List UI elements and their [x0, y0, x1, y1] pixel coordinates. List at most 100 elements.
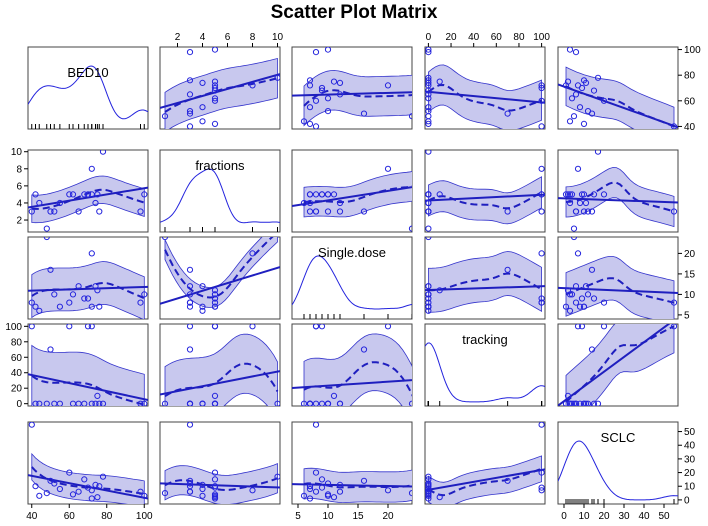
loess-smooth	[31, 281, 145, 300]
data-point	[570, 400, 578, 406]
data-point	[590, 191, 598, 198]
panel-bed10-vs-single-dose	[291, 46, 420, 130]
linear-fit	[160, 370, 280, 396]
data-point	[324, 95, 332, 102]
data-point	[425, 47, 432, 53]
data-point	[324, 492, 332, 499]
data-point	[137, 488, 144, 495]
data-point	[141, 191, 148, 198]
data-point	[436, 78, 443, 85]
data-point	[425, 295, 432, 302]
data-point	[670, 123, 678, 129]
linear-fit	[160, 73, 280, 109]
data-point	[415, 75, 420, 80]
x-tick-label: 20	[598, 511, 610, 522]
data-point	[572, 400, 580, 406]
data-point	[94, 494, 101, 501]
panel-sclc-vs-single-dose	[291, 421, 413, 505]
confidence-band	[164, 463, 278, 504]
data-point	[249, 82, 256, 89]
data-point	[211, 95, 219, 102]
data-point	[306, 104, 314, 111]
linear-fit	[425, 285, 545, 292]
data-point	[562, 303, 570, 310]
y-tick-label: 40	[11, 368, 23, 379]
data-point	[249, 250, 256, 257]
linear-fit	[425, 468, 545, 492]
x-tick-label: 40	[638, 511, 650, 522]
data-point	[88, 303, 95, 310]
data-point	[88, 250, 95, 257]
data-point	[425, 199, 432, 207]
data-point	[574, 82, 582, 89]
data-point	[186, 480, 194, 487]
data-point	[570, 237, 578, 241]
data-point	[186, 488, 194, 495]
variable-label-bed10: BED10	[67, 65, 108, 80]
data-point	[43, 490, 50, 497]
x-tick-label: 15	[352, 511, 364, 522]
y-tick-label: 0	[684, 495, 690, 506]
data-point	[249, 487, 256, 494]
loess-smooth	[31, 188, 145, 210]
data-point	[186, 91, 194, 98]
data-point	[36, 307, 43, 314]
data-point	[211, 299, 219, 306]
data-point	[336, 199, 344, 207]
variable-label-tracking: tracking	[462, 332, 508, 347]
y-tick-label: 60	[684, 96, 696, 107]
density-curve	[160, 168, 280, 224]
x-tick-label: 10	[578, 511, 590, 522]
data-point	[572, 49, 580, 56]
x-tick-label: 40	[26, 511, 38, 522]
data-point	[51, 480, 58, 487]
data-point	[56, 485, 64, 493]
data-point	[274, 400, 280, 406]
data-point	[384, 487, 392, 494]
data-point	[566, 307, 574, 314]
confidence-band	[303, 171, 412, 218]
data-point	[312, 49, 320, 56]
data-point	[161, 113, 169, 120]
data-point	[249, 324, 256, 330]
data-point	[186, 283, 194, 290]
data-point	[588, 208, 596, 215]
data-point	[425, 473, 432, 480]
data-point	[425, 82, 432, 89]
data-point	[330, 494, 338, 501]
data-point	[28, 208, 35, 215]
data-point	[161, 400, 169, 406]
data-point	[92, 199, 99, 207]
data-point	[590, 400, 598, 406]
data-point	[425, 492, 432, 499]
data-point	[582, 199, 590, 207]
data-point	[330, 191, 338, 198]
data-point	[99, 473, 107, 480]
data-point	[81, 191, 88, 198]
data-point	[566, 291, 574, 298]
y-tick-label: 6	[16, 181, 22, 192]
panel-tracking-vs-bed10	[27, 323, 149, 407]
panel-bed10-vs-fractions	[159, 46, 281, 130]
data-point	[81, 295, 88, 302]
data-point	[318, 476, 326, 483]
data-point	[81, 476, 88, 483]
data-point	[384, 165, 392, 172]
loess-smooth	[164, 77, 278, 113]
data-point	[28, 299, 35, 306]
panel-frame	[27, 46, 149, 130]
confidence-band	[565, 167, 675, 228]
panel-fractions-vs-sclc	[557, 149, 679, 233]
linear-fit	[425, 90, 545, 104]
data-point	[572, 283, 580, 290]
loess-smooth	[303, 185, 412, 204]
panel-tracking-vs-single-dose	[291, 323, 413, 407]
linear-fit	[292, 186, 412, 208]
data-point	[504, 110, 511, 117]
x-tick-label: 80	[101, 511, 113, 522]
data-point	[600, 97, 608, 104]
data-point	[538, 295, 545, 302]
data-point	[186, 123, 194, 129]
data-point	[538, 208, 545, 215]
data-point	[306, 199, 314, 207]
